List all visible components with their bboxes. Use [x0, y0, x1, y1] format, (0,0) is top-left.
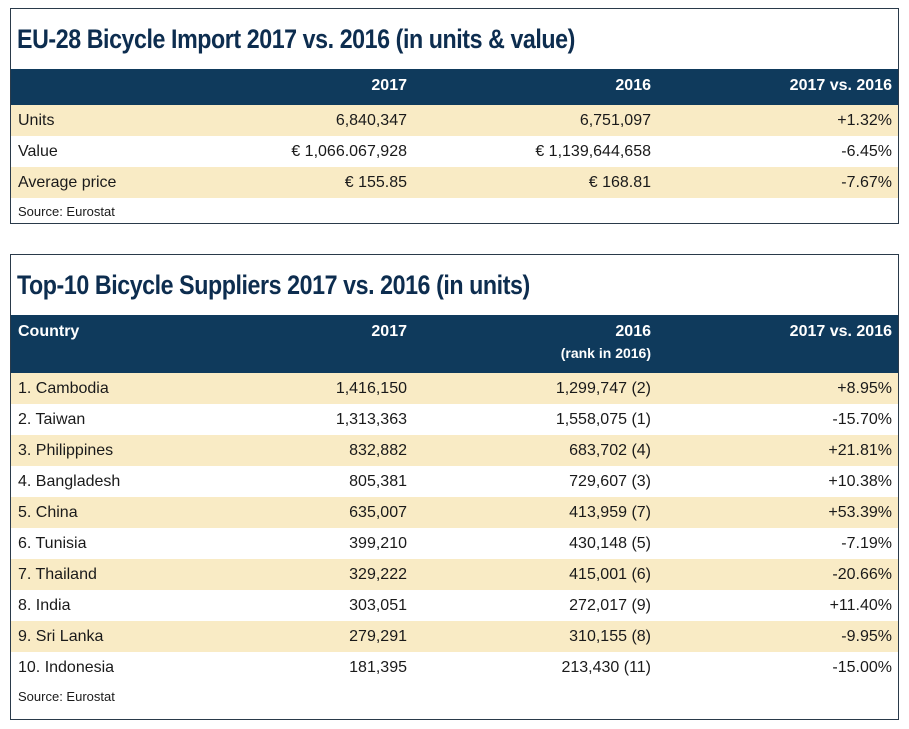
table-row: 10. Indonesia 181,395 213,430 (11) -15.0… — [11, 652, 898, 683]
table-row: 1. Cambodia 1,416,150 1,299,747 (2) +8.9… — [11, 373, 898, 404]
units-2017: 832,882 — [349, 441, 407, 459]
country-name: 10. Indonesia — [18, 658, 115, 676]
table-row: 4. Bangladesh 805,381 729,607 (3) +10.38… — [11, 466, 898, 497]
value-2017: 6,840,347 — [335, 111, 407, 129]
value-change: -6.45% — [841, 142, 892, 160]
country-name: 8. India — [18, 596, 71, 614]
table-row: Units 6,840,347 6,751,097 +1.32% — [11, 105, 898, 136]
table-row: 3. Philippines 832,882 683,702 (4) +21.8… — [11, 435, 898, 466]
units-2017: 1,416,150 — [335, 379, 407, 397]
column-header-change: 2017 vs. 2016 — [789, 77, 892, 94]
column-header-2016-sub: (rank in 2016) — [560, 345, 651, 361]
column-header-2017: 2017 — [371, 323, 407, 340]
column-header-2016-label: 2016 — [615, 323, 651, 340]
units-change: +8.95% — [837, 379, 892, 397]
units-change: -20.66% — [832, 565, 892, 583]
value-2016: 6,751,097 — [579, 111, 651, 129]
units-2016: 1,558,075 (1) — [555, 410, 651, 428]
row-label: Units — [18, 111, 55, 129]
source-note: Source: Eurostat — [18, 204, 115, 219]
value-2017: € 155.85 — [344, 173, 407, 191]
units-2017: 635,007 — [349, 503, 407, 521]
column-header-2016: 2016 — [615, 77, 651, 94]
table-row: 6. Tunisia 399,210 430,148 (5) -7.19% — [11, 528, 898, 559]
units-2016: 415,001 (6) — [569, 565, 651, 583]
suppliers-table-header-row: Country 2017 2016 (rank in 2016) 2017 vs… — [11, 315, 898, 373]
import-table-panel: EU-28 Bicycle Import 2017 vs. 2016 (in u… — [10, 8, 899, 224]
units-2016: 729,607 (3) — [569, 472, 651, 490]
country-name: 6. Tunisia — [18, 534, 87, 552]
import-table-title: EU-28 Bicycle Import 2017 vs. 2016 (in u… — [17, 24, 575, 54]
units-2016: 272,017 (9) — [569, 596, 651, 614]
units-2016: 683,702 (4) — [569, 441, 651, 459]
country-name: 2. Taiwan — [18, 410, 86, 428]
source-note: Source: Eurostat — [18, 689, 115, 704]
column-header-2017: 2017 — [371, 77, 407, 94]
table-row: Average price € 155.85 € 168.81 -7.67% — [11, 167, 898, 198]
column-header — [11, 69, 201, 105]
value-2016: € 168.81 — [588, 173, 651, 191]
country-name: 4. Bangladesh — [18, 472, 121, 490]
country-name: 5. China — [18, 503, 78, 521]
suppliers-table-title: Top-10 Bicycle Suppliers 2017 vs. 2016 (… — [17, 270, 530, 300]
column-header-country: Country — [18, 323, 80, 340]
table-row: 8. India 303,051 272,017 (9) +11.40% — [11, 590, 898, 621]
column-header-2016: 2016 (rank in 2016) — [413, 315, 657, 373]
units-change: -9.95% — [841, 627, 892, 645]
units-2016: 413,959 (7) — [569, 503, 651, 521]
units-2017: 399,210 — [349, 534, 407, 552]
value-change: -7.67% — [841, 173, 892, 191]
units-2017: 805,381 — [349, 472, 407, 490]
table-row: 2. Taiwan 1,313,363 1,558,075 (1) -15.70… — [11, 404, 898, 435]
suppliers-table-panel: Top-10 Bicycle Suppliers 2017 vs. 2016 (… — [10, 254, 899, 720]
units-2016: 213,430 (11) — [561, 658, 651, 676]
units-change: +10.38% — [828, 472, 892, 490]
table-row: 5. China 635,007 413,959 (7) +53.39% — [11, 497, 898, 528]
table-row: Value € 1,066.067,928 € 1,139,644,658 -6… — [11, 136, 898, 167]
units-change: +53.39% — [828, 503, 892, 521]
units-2017: 1,313,363 — [335, 410, 407, 428]
country-name: 9. Sri Lanka — [18, 627, 104, 645]
units-2017: 279,291 — [349, 627, 407, 645]
import-table: 2017 2016 2017 vs. 2016 Units 6,840,347 … — [11, 69, 898, 198]
suppliers-table: Country 2017 2016 (rank in 2016) 2017 vs… — [11, 315, 898, 683]
units-2017: 329,222 — [349, 565, 407, 583]
table-row: 7. Thailand 329,222 415,001 (6) -20.66% — [11, 559, 898, 590]
table-row: 9. Sri Lanka 279,291 310,155 (8) -9.95% — [11, 621, 898, 652]
country-name: 3. Philippines — [18, 441, 114, 459]
country-name: 7. Thailand — [18, 565, 97, 583]
units-change: +11.40% — [829, 596, 892, 614]
units-change: +21.81% — [828, 441, 892, 459]
units-change: -15.00% — [832, 658, 892, 676]
country-name: 1. Cambodia — [18, 379, 109, 397]
row-label: Value — [18, 142, 58, 160]
column-header-change: 2017 vs. 2016 — [789, 323, 892, 340]
value-2017: € 1,066.067,928 — [291, 142, 407, 160]
value-2016: € 1,139,644,658 — [535, 142, 651, 160]
import-table-header-row: 2017 2016 2017 vs. 2016 — [11, 69, 898, 105]
units-change: -7.19% — [841, 534, 892, 552]
units-2016: 1,299,747 (2) — [555, 379, 651, 397]
units-2017: 181,395 — [349, 658, 407, 676]
units-change: -15.70% — [832, 410, 892, 428]
units-2017: 303,051 — [349, 596, 407, 614]
units-2016: 430,148 (5) — [569, 534, 651, 552]
units-2016: 310,155 (8) — [569, 627, 651, 645]
value-change: +1.32% — [837, 111, 892, 129]
row-label: Average price — [18, 173, 117, 191]
